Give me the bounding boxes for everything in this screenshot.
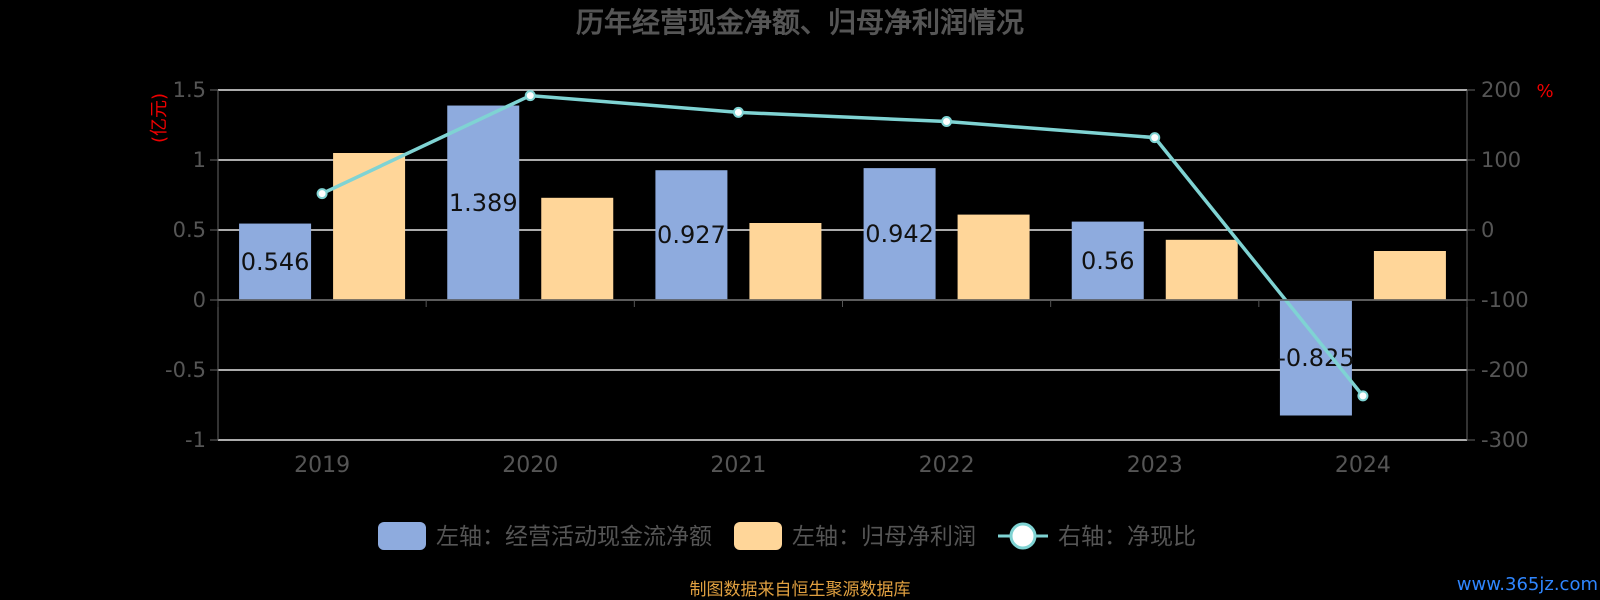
bar-profit bbox=[749, 223, 822, 300]
legend-swatch bbox=[378, 522, 426, 550]
data-label: 0.546 bbox=[241, 248, 310, 276]
x-tick-label: 2024 bbox=[1335, 453, 1391, 478]
legend-label: 左轴：经营活动现金流净额 bbox=[436, 524, 712, 550]
bar-profit bbox=[1165, 239, 1238, 300]
right-tick-label: 0 bbox=[1481, 218, 1494, 242]
legend-label: 右轴：净现比 bbox=[1058, 524, 1196, 550]
ratio-line-path bbox=[321, 93, 1365, 397]
bar-cashflow bbox=[1071, 221, 1144, 300]
ratio-point bbox=[524, 90, 536, 102]
grid-lines bbox=[218, 89, 1467, 441]
bar-cashflow bbox=[863, 168, 936, 300]
right-tick-label: 100 bbox=[1481, 148, 1521, 172]
data-source-note: 制图数据来自恒生聚源数据库 bbox=[690, 580, 911, 600]
legend-swatch bbox=[734, 522, 782, 550]
left-tick-label: 0.5 bbox=[173, 218, 206, 242]
legend-item: 左轴：经营活动现金流净额 bbox=[378, 522, 712, 550]
x-tick-label: 2021 bbox=[710, 453, 766, 478]
right-tick-label: -100 bbox=[1481, 288, 1529, 312]
legend-label: 左轴：归母净利润 bbox=[792, 524, 976, 550]
ratio-line bbox=[316, 90, 1369, 402]
legend: 左轴：经营活动现金流净额 左轴：归母净利润 右轴：净现比 bbox=[378, 522, 1196, 550]
x-tick-label: 2023 bbox=[1127, 453, 1183, 478]
left-tick-label: 1 bbox=[193, 148, 206, 172]
ratio-point bbox=[1149, 132, 1161, 144]
data-label: -0.825 bbox=[1277, 344, 1354, 372]
data-label: 1.389 bbox=[449, 189, 518, 217]
ratio-point bbox=[1357, 390, 1369, 402]
chart-title: 历年经营现金净额、归母净利润情况 bbox=[576, 6, 1024, 39]
legend-marker bbox=[1009, 522, 1037, 550]
data-label: 0.56 bbox=[1081, 247, 1134, 275]
left-axis: 1.5 1 0.5 0 -0.5 -1 bbox=[165, 78, 219, 452]
watermark: www.365jz.com bbox=[1457, 574, 1598, 595]
legend-item: 左轴：归母净利润 bbox=[734, 522, 976, 550]
right-tick-label: -200 bbox=[1481, 358, 1529, 382]
x-tick-label: 2020 bbox=[502, 453, 558, 478]
bar-profit bbox=[1373, 251, 1446, 300]
left-tick-label: 1.5 bbox=[173, 78, 206, 102]
right-tick-label: -300 bbox=[1481, 428, 1529, 452]
right-tick-label: 200 bbox=[1481, 78, 1521, 102]
bar-cashflow bbox=[1279, 300, 1352, 416]
left-axis-unit: (亿元) bbox=[149, 93, 170, 143]
bar-cashflow bbox=[447, 105, 520, 300]
bar-profit bbox=[333, 153, 406, 300]
left-tick-label: 0 bbox=[193, 288, 206, 312]
data-label: 0.942 bbox=[865, 220, 934, 248]
x-axis: 2019 2020 2021 2022 2023 2024 bbox=[217, 299, 1468, 478]
bar-profit bbox=[541, 197, 614, 300]
data-label: 0.927 bbox=[657, 221, 726, 249]
left-tick-label: -0.5 bbox=[165, 358, 206, 382]
bars: 0.546 1.389 0.927 0.942 0.56 -0.825 bbox=[239, 105, 1446, 416]
bar-profit bbox=[957, 214, 1030, 300]
ratio-point bbox=[732, 106, 744, 118]
ratio-point bbox=[941, 116, 953, 127]
left-tick-label: -1 bbox=[185, 428, 206, 452]
x-tick-label: 2019 bbox=[294, 453, 350, 478]
bar-cashflow bbox=[655, 170, 728, 300]
right-axis-unit: % bbox=[1536, 81, 1553, 102]
bar-cashflow bbox=[239, 223, 312, 300]
x-tick-label: 2022 bbox=[919, 453, 975, 478]
ratio-point bbox=[316, 188, 328, 200]
legend-item: 右轴：净现比 bbox=[998, 522, 1196, 550]
right-axis: 200 100 0 -100 -200 -300 bbox=[1466, 78, 1529, 452]
